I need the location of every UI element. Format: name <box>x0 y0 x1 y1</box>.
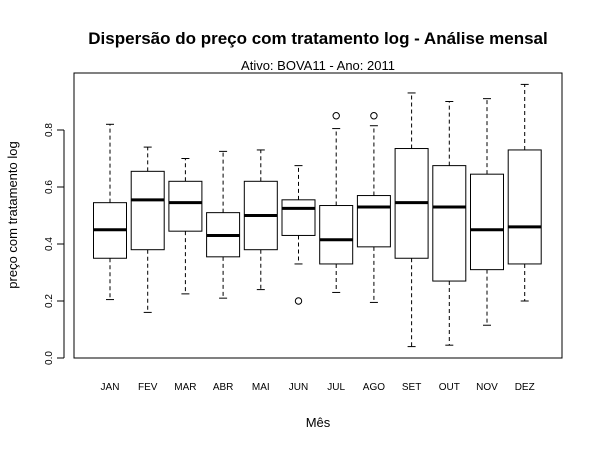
box-jan <box>93 123 127 301</box>
x-tick-label: NOV <box>476 382 498 393</box>
iqr-box <box>168 180 203 232</box>
chart-subtitle: Ativo: BOVA11 - Ano: 2011 <box>241 58 395 73</box>
y-axis-ticks: 0.0 0.2 0.4 0.6 0.8 <box>44 123 64 365</box>
box-mar <box>168 158 203 295</box>
x-axis-label: Mês <box>306 415 331 430</box>
x-tick-label: SET <box>402 382 421 393</box>
box-set <box>394 92 429 348</box>
y-tick-label: 0.2 <box>44 294 55 308</box>
y-tick-label: 0.8 <box>44 123 55 137</box>
x-tick-label: JAN <box>101 382 120 393</box>
y-tick-label: 0.6 <box>44 180 55 194</box>
x-tick-label: AGO <box>363 382 385 393</box>
x-tick-label: MAR <box>174 382 196 393</box>
box-mai <box>243 149 278 291</box>
iqr-box <box>356 195 391 248</box>
iqr-box <box>432 165 467 282</box>
box-series <box>93 83 542 348</box>
box-jun <box>281 165 316 305</box>
plot-frame <box>73 72 563 359</box>
iqr-box <box>470 173 504 271</box>
x-tick-label: DEZ <box>515 382 535 393</box>
x-tick-label: OUT <box>439 382 460 393</box>
iqr-box <box>281 199 316 236</box>
chart-title: Dispersão do preço com tratamento log - … <box>88 29 547 48</box>
x-tick-label: ABR <box>213 382 234 393</box>
outlier-point <box>370 112 378 120</box>
box-ago <box>356 112 391 303</box>
x-tick-label: JUN <box>289 382 308 393</box>
x-axis-tick-labels: JAN FEV MAR ABR MAI JUN JUL AGO SET OUT NOV DEZ <box>101 382 535 393</box>
y-tick-label: 0.0 <box>44 351 55 365</box>
box-out <box>432 101 467 346</box>
y-axis-label: preço com tratamento log <box>5 141 20 288</box>
y-tick-label: 0.4 <box>44 237 55 251</box>
x-tick-label: FEV <box>138 382 158 393</box>
iqr-box <box>130 170 165 251</box>
x-tick-label: JUL <box>327 382 345 393</box>
box-jul <box>319 112 354 293</box>
iqr-box <box>319 205 354 265</box>
box-abr <box>206 150 241 299</box>
outlier-point <box>332 112 340 120</box>
box-fev <box>130 146 165 313</box>
box-dez <box>507 83 542 302</box>
outlier-point <box>294 297 303 305</box>
x-tick-label: MAI <box>252 382 270 393</box>
iqr-box <box>507 149 542 265</box>
box-nov <box>470 98 504 326</box>
